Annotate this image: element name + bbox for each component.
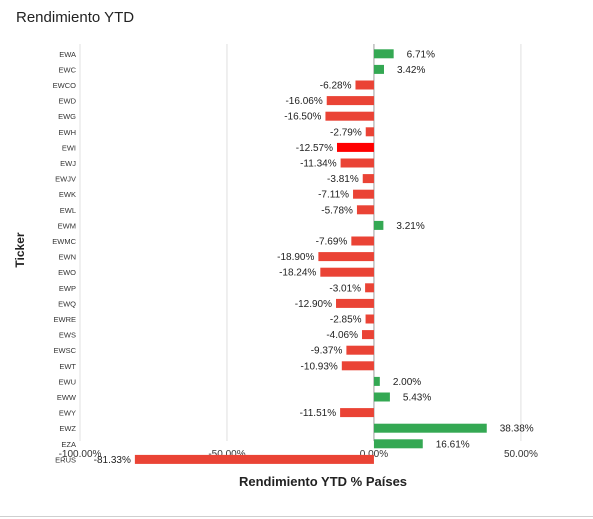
- y-tick-label: EZA: [61, 440, 76, 449]
- y-tick-label: EWH: [59, 128, 77, 137]
- y-tick-label: EWW: [57, 393, 77, 402]
- y-tick-label: EWT: [59, 362, 76, 371]
- y-tick-label: EWL: [60, 206, 76, 215]
- data-label: -10.93%: [301, 361, 338, 372]
- bar-ewi[interactable]: [336, 142, 374, 152]
- bar-ewp[interactable]: [365, 283, 374, 293]
- y-tick-label: EWMC: [52, 237, 76, 246]
- y-tick-label: EWS: [59, 331, 76, 340]
- data-label: -6.28%: [320, 81, 352, 92]
- data-label: -3.81%: [327, 174, 359, 185]
- data-label: -7.11%: [318, 190, 349, 201]
- bar-ews[interactable]: [362, 330, 374, 340]
- y-tick-label: EWG: [58, 112, 76, 121]
- y-tick-label: EWO: [58, 268, 76, 277]
- data-label: 3.21%: [396, 221, 424, 232]
- bar-ewh[interactable]: [365, 127, 374, 137]
- y-tick-label: EWN: [59, 253, 77, 262]
- bar-ewjv[interactable]: [362, 174, 374, 184]
- bar-erus[interactable]: [134, 454, 374, 464]
- data-label: 5.43%: [403, 393, 431, 404]
- y-tick-label: EWY: [59, 409, 76, 418]
- bar-eww[interactable]: [373, 392, 390, 402]
- bar-ewl[interactable]: [356, 205, 374, 215]
- y-tick-label: EWU: [59, 377, 77, 386]
- y-tick-label: EWC: [59, 65, 77, 74]
- bar-ewu[interactable]: [373, 376, 380, 386]
- y-tick-label: EWA: [59, 50, 76, 59]
- data-label: -18.24%: [279, 268, 316, 279]
- data-label: -12.57%: [296, 143, 333, 154]
- x-tick-label: -100.00%: [59, 449, 102, 460]
- data-label: -2.85%: [330, 315, 362, 326]
- y-tick-label: EWP: [59, 284, 76, 293]
- y-tick-label: EWK: [59, 190, 76, 199]
- data-label: -12.90%: [295, 299, 332, 310]
- y-tick-label: EWSC: [54, 346, 77, 355]
- chart-title: Rendimiento YTD: [16, 9, 135, 26]
- y-tick-label: EWM: [58, 221, 76, 230]
- data-label: -7.69%: [316, 237, 348, 248]
- y-tick-label: ERUS: [55, 455, 76, 464]
- data-label: 16.61%: [436, 439, 470, 450]
- data-label: -9.37%: [311, 346, 343, 357]
- bottom-divider: [0, 516, 593, 517]
- x-tick-label: 50.00%: [504, 449, 538, 460]
- y-tick-label: EWD: [59, 97, 77, 106]
- bar-ewm[interactable]: [373, 220, 384, 230]
- data-label: 2.00%: [393, 377, 421, 388]
- bar-ewt[interactable]: [341, 361, 374, 371]
- bar-ewj[interactable]: [340, 158, 374, 168]
- bar-ewo[interactable]: [320, 267, 374, 277]
- x-tick-label: -50.00%: [208, 449, 245, 460]
- bar-ewn[interactable]: [318, 252, 374, 262]
- y-tick-label: EWI: [62, 143, 76, 152]
- y-tick-label: EWRE: [54, 315, 77, 324]
- data-label: -5.78%: [321, 205, 353, 216]
- y-tick-label: EWCO: [53, 81, 76, 90]
- data-label: -81.33%: [94, 455, 131, 466]
- data-label: -4.06%: [326, 330, 358, 341]
- data-label: -2.79%: [330, 127, 362, 138]
- bar-ewk[interactable]: [353, 189, 374, 199]
- data-label: -16.50%: [284, 112, 321, 123]
- data-label: -11.51%: [300, 408, 337, 419]
- bar-eza[interactable]: [373, 439, 423, 449]
- bar-ewa[interactable]: [373, 49, 394, 59]
- bar-ewsc[interactable]: [346, 345, 374, 355]
- y-tick-label: EWZ: [59, 424, 76, 433]
- data-label: 3.42%: [397, 65, 425, 76]
- bar-ewz[interactable]: [373, 423, 487, 433]
- data-label: -11.34%: [300, 159, 337, 170]
- bar-ewc[interactable]: [373, 64, 384, 74]
- y-tick-label: EWQ: [58, 299, 76, 308]
- y-tick-label: EWJV: [55, 175, 76, 184]
- data-label: -16.06%: [285, 96, 322, 107]
- data-label: -18.90%: [277, 252, 314, 263]
- bar-ewq[interactable]: [336, 298, 374, 308]
- data-label: 6.71%: [407, 49, 435, 60]
- bar-ewre[interactable]: [365, 314, 374, 324]
- bar-ewmc[interactable]: [351, 236, 374, 246]
- y-tick-label: EWJ: [60, 159, 76, 168]
- bar-ewy[interactable]: [340, 408, 374, 418]
- data-label: 38.38%: [500, 424, 534, 435]
- data-label: -3.01%: [329, 283, 361, 294]
- bar-ewg[interactable]: [325, 111, 374, 121]
- x-tick-label: 0.00%: [360, 449, 388, 460]
- bar-ewd[interactable]: [326, 96, 374, 106]
- bar-ewco[interactable]: [355, 80, 374, 90]
- x-axis-label: Rendimiento YTD % Países: [238, 474, 408, 489]
